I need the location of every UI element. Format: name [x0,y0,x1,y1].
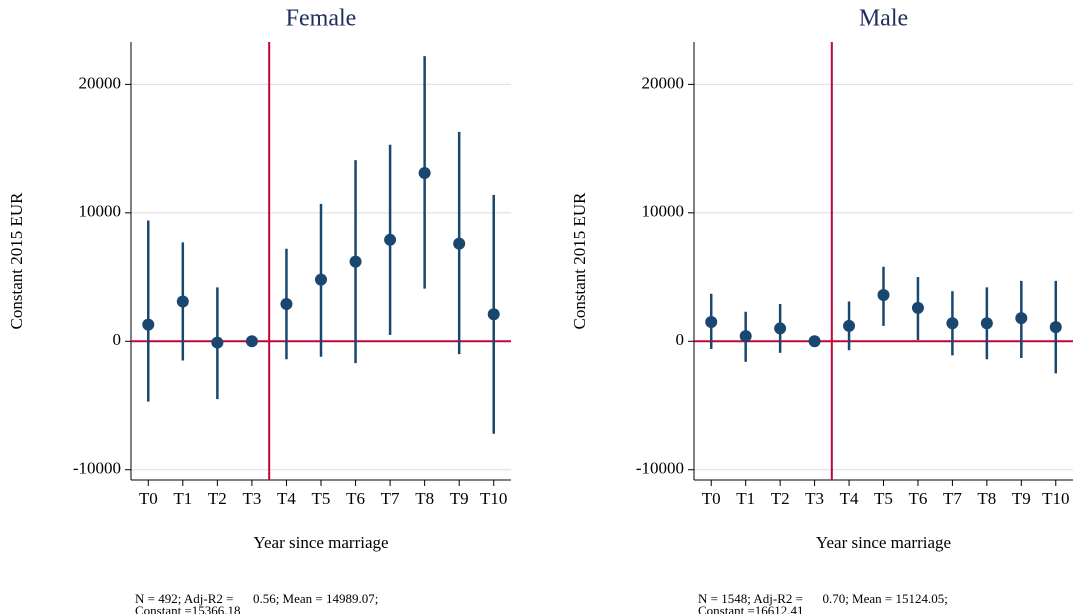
point [980,317,993,330]
y-tick-label: 0 [676,330,685,349]
x-tick-label: T1 [173,489,192,508]
point [453,237,466,250]
x-axis-label: Year since marriage [816,533,951,552]
x-tick-label: T3 [805,489,824,508]
x-tick-label: T5 [312,489,331,508]
x-tick-label: T0 [702,489,721,508]
point [280,298,293,311]
x-tick-label: T2 [208,489,227,508]
point [245,335,258,348]
x-tick-label: T5 [874,489,893,508]
y-tick-label: 0 [113,330,122,349]
x-tick-label: T9 [1012,489,1031,508]
x-tick-label: T3 [242,489,261,508]
y-axis-label: Constant 2015 EUR [570,192,589,330]
x-tick-label: T4 [277,489,296,508]
note: N = 492; Adj-R2 = 0.56; Mean = 14989.07; [135,591,378,606]
point [1015,312,1028,325]
x-tick-label: T9 [450,489,469,508]
y-tick-label: 10000 [642,202,685,221]
point [877,289,890,302]
point [142,318,155,331]
y-tick-label: 10000 [79,202,122,221]
x-tick-label: T10 [1042,489,1069,508]
chart-title: Female [286,6,357,32]
x-tick-label: T7 [943,489,962,508]
point [176,295,189,308]
chart-title: Male [859,6,908,32]
point [808,335,821,348]
x-tick-label: T1 [736,489,755,508]
point [774,322,787,335]
point [211,336,224,349]
point [315,273,327,286]
y-tick-label: 20000 [79,73,122,92]
x-tick-label: T0 [139,489,158,508]
point [1049,321,1062,334]
point [911,301,924,314]
point [739,330,752,343]
point [384,233,397,246]
x-tick-label: T6 [909,489,928,508]
x-tick-label: T8 [977,489,996,508]
note: Constant =16612.41 [698,603,804,614]
y-tick-label: -10000 [636,459,684,478]
x-tick-label: T8 [415,489,434,508]
y-axis-label: Constant 2015 EUR [7,192,26,330]
x-tick-label: T4 [840,489,859,508]
point [843,319,856,332]
x-tick-label: T6 [346,489,365,508]
y-tick-label: 20000 [642,73,685,92]
x-axis-label: Year since marriage [253,533,388,552]
point [946,317,959,330]
note: N = 1548; Adj-R2 = 0.70; Mean = 15124.05… [698,591,948,606]
point [705,316,718,329]
point [418,167,431,180]
x-tick-label: T7 [381,489,400,508]
point [349,255,362,268]
point [487,308,500,321]
x-tick-label: T10 [480,489,507,508]
note: Constant =15366.18 [135,603,241,614]
y-tick-label: -10000 [73,459,121,478]
x-tick-label: T2 [771,489,790,508]
